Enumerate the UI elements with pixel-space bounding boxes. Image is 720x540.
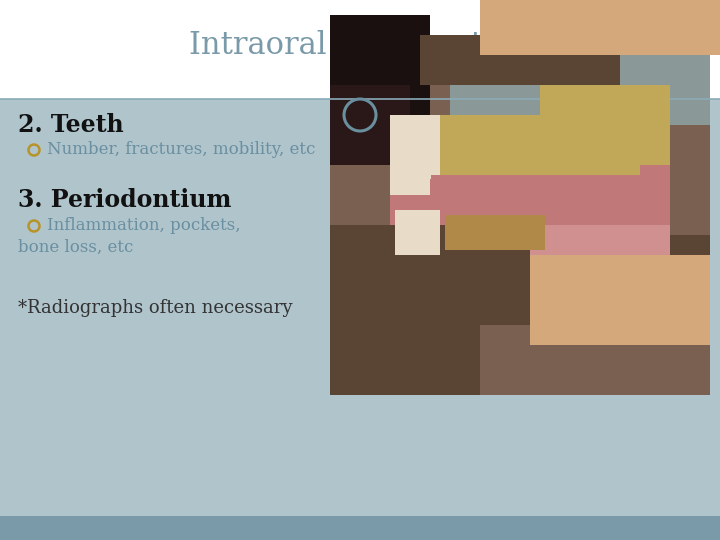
Bar [0, 99, 720, 516]
Bar [480, 265, 710, 395]
Text: 3. Periodontium: 3. Periodontium [18, 188, 231, 212]
Bar [330, 85, 410, 165]
Bar [0, 516, 720, 540]
Text: Inflammation, pockets,: Inflammation, pockets, [47, 218, 240, 234]
Bar [330, 15, 430, 135]
Bar [420, 35, 620, 85]
Bar [395, 210, 440, 255]
Text: *Radiographs often necessary: *Radiographs often necessary [18, 299, 292, 317]
Bar [330, 225, 530, 325]
Bar [440, 115, 640, 175]
Text: Number, fractures, mobility, etc: Number, fractures, mobility, etc [47, 141, 315, 159]
Text: 2. Teeth: 2. Teeth [18, 113, 124, 137]
Bar [330, 35, 710, 395]
Text: bone loss, etc: bone loss, etc [18, 239, 133, 255]
Bar [0, 0, 720, 99]
Bar [540, 85, 670, 165]
Bar [406, 129, 417, 179]
Bar [390, 115, 440, 175]
Bar [390, 165, 430, 195]
Bar [392, 129, 403, 179]
Bar [445, 215, 545, 250]
Bar [450, 35, 710, 125]
Bar [480, 0, 720, 55]
Text: Intraoral Examination: Intraoral Examination [189, 30, 531, 61]
Bar [330, 235, 710, 395]
Bar [390, 225, 670, 260]
Bar [480, 15, 720, 35]
Bar [420, 129, 431, 179]
Bar [530, 255, 710, 345]
Bar [390, 135, 670, 245]
